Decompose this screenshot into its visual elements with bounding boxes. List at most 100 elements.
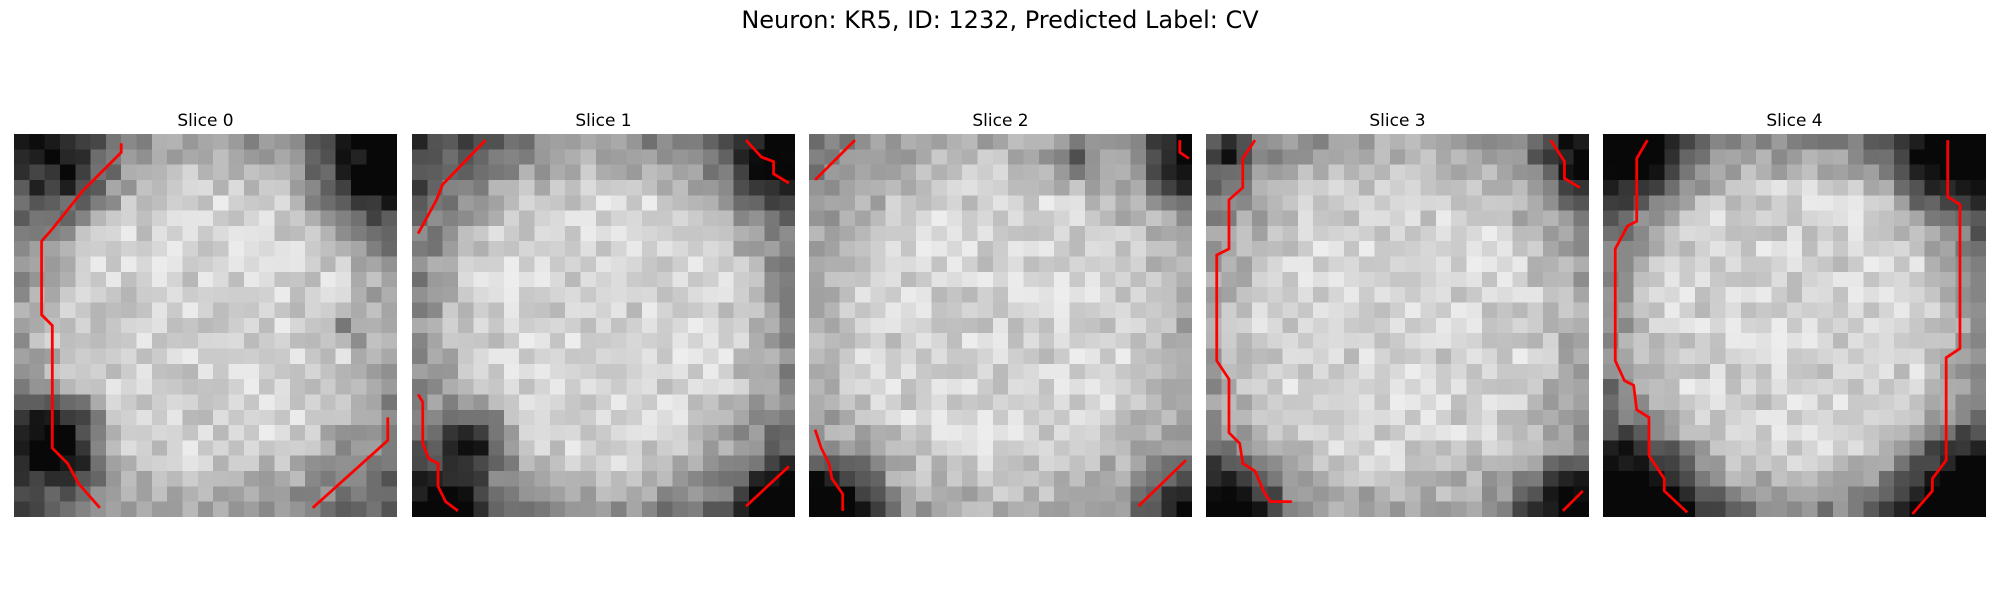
pixel xyxy=(1863,379,1880,395)
pixel xyxy=(412,363,428,380)
pixel xyxy=(1084,134,1101,150)
pixel xyxy=(1221,271,1237,288)
pixel xyxy=(1940,333,1956,349)
pixel xyxy=(1282,241,1299,257)
pixel xyxy=(641,271,658,288)
pixel xyxy=(1558,210,1574,227)
pixel xyxy=(962,134,978,150)
pixel xyxy=(549,455,566,472)
pixel xyxy=(1146,225,1162,242)
pixel xyxy=(442,225,459,242)
pixel xyxy=(197,486,214,502)
pixel xyxy=(749,455,765,472)
pixel xyxy=(1146,317,1162,334)
pixel xyxy=(427,471,443,487)
pixel xyxy=(718,379,735,395)
pixel xyxy=(1909,134,1926,150)
pixel xyxy=(916,164,932,181)
pixel xyxy=(687,287,704,303)
pixel xyxy=(1374,455,1391,472)
pixel xyxy=(1955,363,1971,380)
pixel xyxy=(580,425,597,441)
pixel xyxy=(1008,471,1024,487)
pixel xyxy=(626,149,643,165)
pixel xyxy=(1481,195,1498,211)
pixel xyxy=(1405,455,1421,472)
pixel xyxy=(839,271,856,288)
pixel xyxy=(1100,195,1116,211)
pixel xyxy=(549,425,566,441)
pixel xyxy=(1466,333,1483,349)
pixel xyxy=(1221,164,1237,181)
pixel xyxy=(1924,363,1941,380)
pixel xyxy=(1420,179,1437,196)
pixel xyxy=(1527,317,1544,334)
pixel xyxy=(427,256,443,273)
pixel xyxy=(672,409,689,426)
pixel xyxy=(611,302,627,319)
pixel xyxy=(351,195,367,211)
pixel xyxy=(1054,425,1070,441)
pixel xyxy=(839,379,856,395)
pixel xyxy=(1603,363,1619,380)
pixel xyxy=(1603,134,1619,150)
pixel xyxy=(1038,317,1055,334)
pixel xyxy=(1543,317,1559,334)
slice-title: Slice 2 xyxy=(972,111,1029,131)
pixel xyxy=(121,317,137,334)
pixel xyxy=(381,333,397,349)
pixel xyxy=(75,210,91,227)
pixel xyxy=(1084,486,1101,502)
pixel xyxy=(1817,501,1834,517)
pixel xyxy=(59,256,76,273)
pixel xyxy=(381,501,397,517)
pixel xyxy=(1894,210,1910,227)
pixel xyxy=(1940,271,1956,288)
pixel xyxy=(228,256,245,273)
pixel xyxy=(626,241,643,257)
pixel xyxy=(167,210,183,227)
pixel xyxy=(1497,271,1513,288)
pixel xyxy=(749,317,765,334)
pixel xyxy=(1023,501,1040,517)
pixel xyxy=(1282,379,1299,395)
pixel xyxy=(1694,134,1711,150)
pixel xyxy=(854,471,871,487)
pixel xyxy=(1282,363,1299,380)
pixel xyxy=(488,333,505,349)
pixel xyxy=(1740,363,1757,380)
pixel xyxy=(1633,241,1650,257)
pixel xyxy=(992,225,1009,242)
pixel xyxy=(289,302,306,319)
pixel xyxy=(289,501,306,517)
pixel xyxy=(366,363,382,380)
pixel xyxy=(167,379,183,395)
pixel xyxy=(289,333,306,349)
pixel xyxy=(1955,179,1971,196)
pixel xyxy=(1313,317,1329,334)
pixel xyxy=(1176,302,1192,319)
pixel xyxy=(1924,333,1941,349)
pixel xyxy=(29,455,45,472)
pixel xyxy=(228,149,245,165)
pixel xyxy=(703,409,719,426)
pixel xyxy=(243,317,260,334)
pixel xyxy=(1451,425,1467,441)
pixel xyxy=(1146,241,1162,257)
pixel xyxy=(488,394,505,411)
pixel xyxy=(885,225,902,242)
pixel xyxy=(366,241,382,257)
pixel xyxy=(1710,210,1726,227)
pixel xyxy=(213,164,229,181)
pixel xyxy=(259,348,275,365)
pixel xyxy=(335,287,352,303)
slice-image xyxy=(14,134,397,517)
pixel xyxy=(1878,256,1895,273)
pixel xyxy=(749,256,765,273)
pixel xyxy=(427,271,443,288)
pixel xyxy=(916,287,932,303)
pixel xyxy=(718,225,735,242)
pixel xyxy=(1802,179,1818,196)
pixel xyxy=(1389,425,1406,441)
pixel xyxy=(29,379,45,395)
